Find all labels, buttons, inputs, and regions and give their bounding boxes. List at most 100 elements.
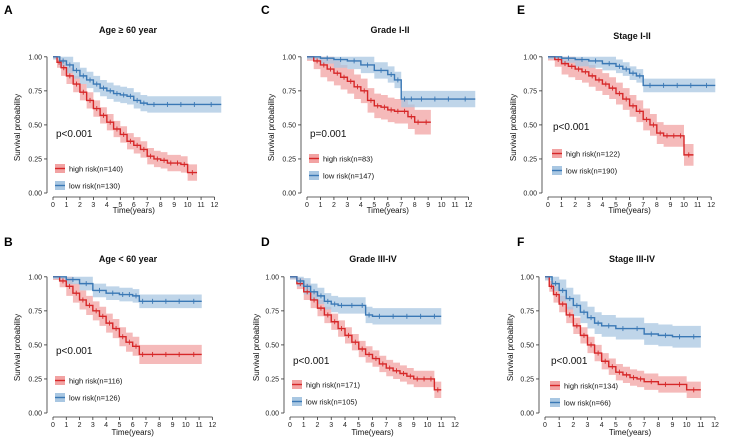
x-tick-label: 10 — [680, 202, 688, 209]
ci-band-low — [548, 56, 716, 93]
x-tick-label: 3 — [329, 422, 333, 429]
survival-curve-low — [307, 56, 476, 100]
y-tick-label: 0.00 — [265, 411, 279, 418]
x-tick-label: 3 — [345, 202, 349, 209]
y-tick-label: 0.25 — [28, 376, 42, 383]
x-tick-label: 9 — [668, 202, 672, 209]
p-value: p=0.001 — [310, 129, 347, 140]
ci-band-low — [290, 276, 442, 325]
x-tick-label: 1 — [302, 422, 306, 429]
panel-title: Grade I-II — [370, 25, 409, 35]
y-tick-label: 1.00 — [265, 274, 279, 281]
y-tick-label: 0.00 — [523, 191, 537, 198]
y-tick-label: 0.00 — [282, 191, 296, 198]
x-tick-label: 0 — [546, 202, 550, 209]
p-value: p<0.001 — [293, 356, 330, 367]
x-tick-label: 2 — [78, 422, 82, 429]
x-tick-label: 12 — [451, 422, 459, 429]
ci-band-low — [307, 56, 476, 108]
x-tick-label: 10 — [424, 422, 432, 429]
x-tick-label: 8 — [655, 202, 659, 209]
x-tick-label: 4 — [359, 202, 363, 209]
x-tick-label: 2 — [571, 422, 575, 429]
panel-title: Age ≥ 60 year — [99, 25, 157, 35]
legend-label: low risk(n=190) — [566, 167, 618, 176]
x-tick-label: 9 — [671, 422, 675, 429]
x-tick-label: 10 — [683, 422, 691, 429]
y-tick-label: 0.75 — [28, 88, 42, 95]
y-tick-label: 1.00 — [523, 54, 537, 61]
legend-label: low risk(n=66) — [564, 399, 611, 408]
p-value: p<0.001 — [56, 129, 93, 140]
panel-letter: C — [261, 3, 270, 17]
x-tick-label: 9 — [426, 202, 430, 209]
legend-label: high risk(n=140) — [69, 165, 123, 174]
y-tick-label: 0.75 — [282, 88, 296, 95]
x-tick-label: 7 — [642, 422, 646, 429]
p-value: p<0.001 — [56, 346, 93, 357]
y-tick-label: 0.50 — [265, 342, 279, 349]
x-tick-label: 0 — [51, 422, 55, 429]
x-tick-label: 4 — [600, 202, 604, 209]
x-tick-label: 6 — [371, 422, 375, 429]
x-tick-label: 11 — [697, 422, 704, 429]
y-axis-label: Survival probability — [13, 94, 22, 161]
ci-band-low — [53, 276, 202, 309]
legend-label: low risk(n=147) — [323, 172, 375, 181]
y-tick-label: 0.50 — [520, 342, 534, 349]
y-tick-label: 0.75 — [520, 308, 534, 315]
y-tick-label: 0.50 — [28, 122, 42, 129]
y-axis-label: Survival probability — [509, 94, 518, 161]
x-tick-label: 1 — [557, 422, 561, 429]
y-axis-label: Survival probability — [13, 314, 22, 381]
panel-title: Stage III-IV — [609, 254, 655, 264]
y-tick-label: 1.00 — [28, 54, 42, 61]
legend-label: low risk(n=126) — [69, 394, 121, 403]
x-tick-label: 11 — [197, 202, 204, 209]
x-tick-label: 12 — [711, 422, 719, 429]
x-tick-label: 10 — [438, 202, 446, 209]
x-tick-label: 2 — [332, 202, 336, 209]
panel-letter: D — [261, 235, 270, 249]
x-tick-label: 1 — [319, 202, 323, 209]
x-tick-label: 8 — [413, 202, 417, 209]
x-tick-label: 9 — [172, 202, 176, 209]
x-tick-label: 5 — [118, 202, 122, 209]
panel-title: Age < 60 year — [99, 254, 158, 264]
y-tick-label: 0.25 — [282, 156, 296, 163]
legend-label: high risk(n=171) — [306, 381, 360, 390]
y-tick-label: 0.75 — [265, 308, 279, 315]
legend-label: high risk(n=122) — [566, 150, 620, 159]
x-tick-label: 8 — [656, 422, 660, 429]
survival-curve-high — [53, 56, 198, 174]
x-tick-label: 1 — [560, 202, 564, 209]
panel-letter: B — [4, 235, 13, 249]
x-tick-label: 8 — [398, 422, 402, 429]
x-tick-label: 11 — [438, 422, 445, 429]
x-tick-label: 8 — [159, 202, 163, 209]
x-tick-label: 9 — [412, 422, 416, 429]
x-tick-label: 4 — [104, 422, 108, 429]
x-tick-label: 4 — [343, 422, 347, 429]
x-tick-label: 10 — [182, 422, 190, 429]
panel-letter: A — [4, 3, 13, 17]
y-tick-label: 0.50 — [282, 122, 296, 129]
x-tick-label: 5 — [117, 422, 121, 429]
x-tick-label: 12 — [208, 422, 216, 429]
x-tick-label: 12 — [211, 202, 219, 209]
p-value: p<0.001 — [551, 356, 588, 367]
ci-band-low — [53, 56, 222, 113]
x-axis-label: Time(years) — [609, 428, 652, 437]
y-tick-label: 0.75 — [523, 88, 537, 95]
x-tick-label: 3 — [586, 422, 590, 429]
x-tick-label: 7 — [144, 422, 148, 429]
x-tick-label: 3 — [587, 202, 591, 209]
panel-title: Stage I-II — [613, 31, 651, 41]
y-tick-label: 0.00 — [28, 191, 42, 198]
x-axis-label: Time(years) — [111, 428, 154, 437]
y-tick-label: 0.00 — [28, 411, 42, 418]
x-tick-label: 3 — [91, 422, 95, 429]
survival-curve-low — [53, 276, 202, 303]
